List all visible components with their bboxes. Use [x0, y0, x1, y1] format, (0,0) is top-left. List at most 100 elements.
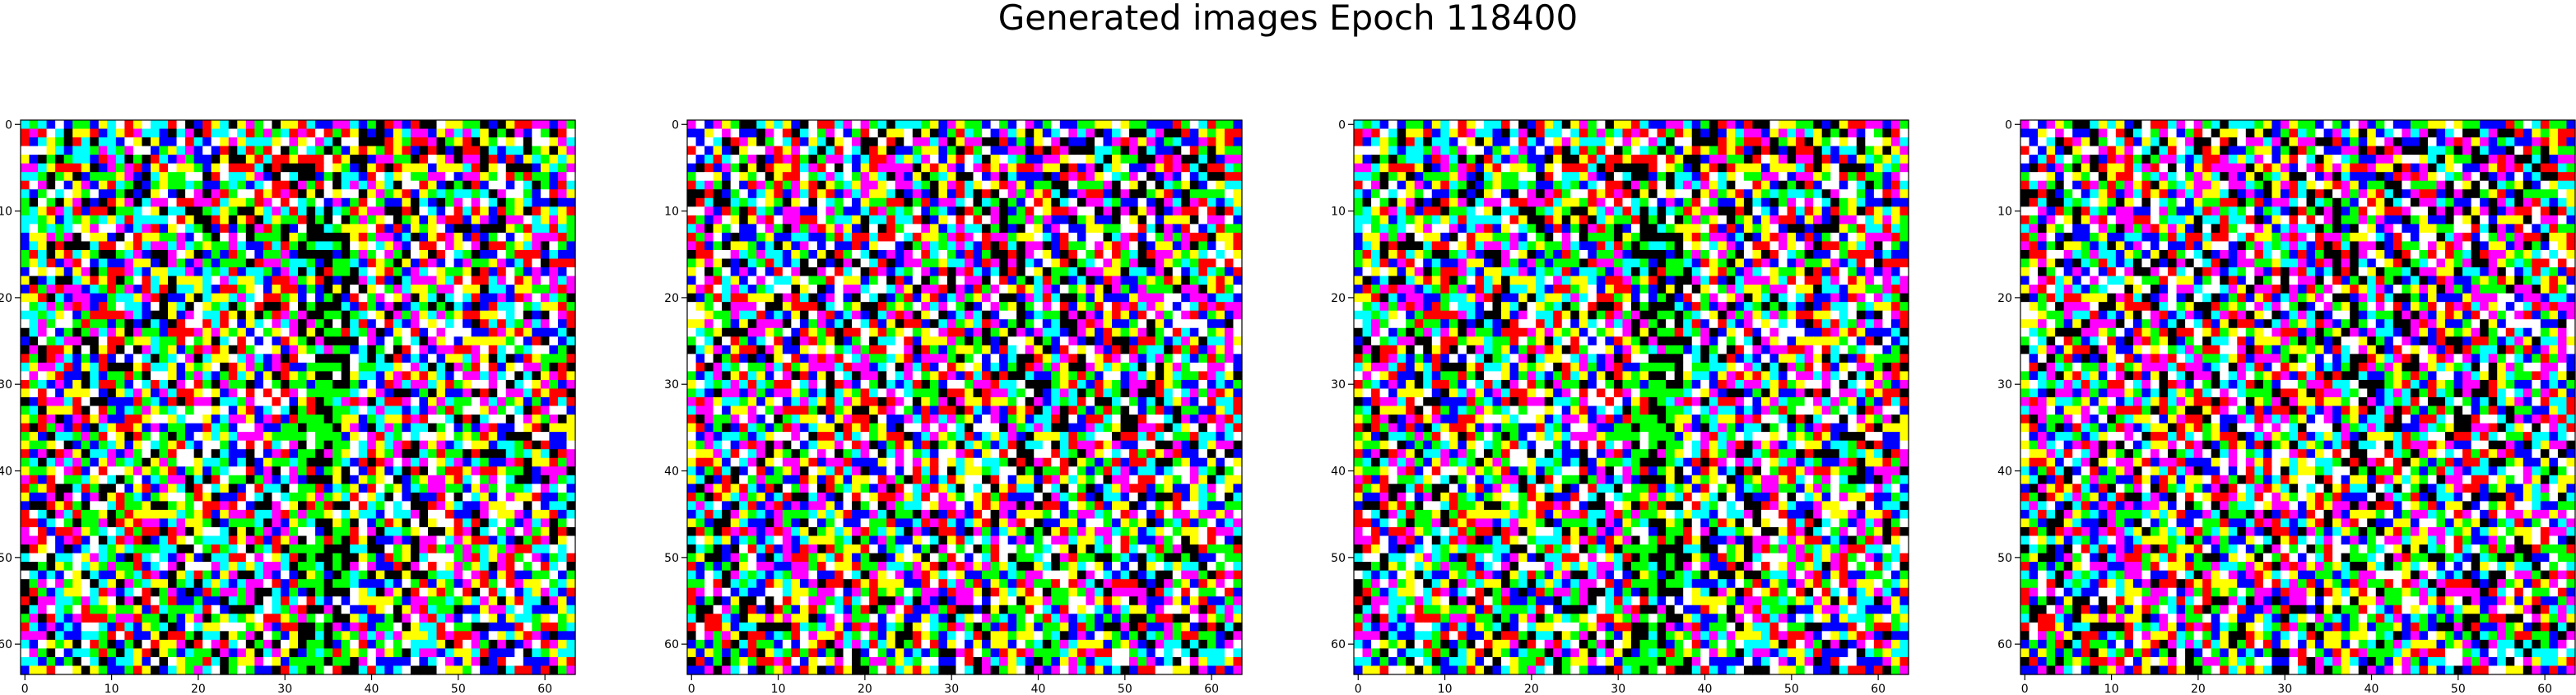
pixel-cell — [367, 206, 377, 216]
pixel-cell — [272, 388, 281, 398]
pixel-cell — [72, 397, 82, 407]
pixel-cell — [245, 622, 255, 632]
pixel-cell — [532, 128, 542, 138]
pixel-cell — [81, 526, 91, 537]
pixel-cell — [159, 562, 169, 572]
pixel-cell — [453, 302, 463, 312]
pixel-cell — [220, 449, 230, 459]
pixel-cell — [211, 354, 221, 364]
pixel-cell — [419, 415, 429, 424]
pixel-cell — [869, 197, 879, 207]
pixel-cell — [375, 206, 385, 216]
pixel-cell — [211, 197, 221, 207]
pixel-cell — [298, 249, 308, 260]
pixel-cell — [298, 665, 308, 675]
pixel-cell — [402, 535, 412, 545]
pixel-cell — [1016, 224, 1026, 234]
pixel-cell — [471, 631, 481, 641]
pixel-cell — [358, 215, 368, 225]
pixel-cell — [159, 526, 169, 537]
pixel-cell — [835, 215, 844, 225]
pixel-cell — [90, 310, 100, 320]
pixel-cell — [532, 648, 542, 658]
pixel-cell — [367, 388, 377, 398]
pixel-cell — [549, 146, 559, 155]
pixel-cell — [463, 440, 472, 450]
pixel-cell — [228, 423, 238, 433]
pixel-cell — [159, 449, 169, 459]
pixel-cell — [107, 336, 117, 346]
pixel-cell — [860, 215, 870, 225]
pixel-cell — [453, 180, 463, 190]
pixel-cell — [436, 285, 446, 294]
pixel-cell — [514, 579, 524, 589]
pixel-cell — [523, 362, 532, 373]
pixel-cell — [471, 656, 481, 667]
pixel-cell — [202, 354, 212, 364]
pixel-cell — [185, 579, 195, 589]
pixel-cell — [124, 302, 134, 312]
pixel-cell — [445, 432, 455, 442]
pixel-cell — [410, 622, 421, 632]
pixel-cell — [557, 544, 568, 554]
pixel-cell — [523, 128, 532, 138]
pixel-cell — [90, 180, 100, 190]
pixel-cell — [419, 120, 429, 130]
pixel-cell — [410, 267, 421, 277]
pixel-cell — [695, 224, 705, 234]
pixel-cell — [375, 232, 385, 243]
pixel-cell — [350, 232, 360, 243]
pixel-cell — [142, 665, 151, 675]
pixel-cell — [298, 128, 308, 138]
pixel-cell — [350, 656, 360, 667]
pixel-cell — [835, 155, 844, 164]
pixel-cell — [1051, 163, 1061, 173]
pixel-cell — [237, 405, 247, 415]
pixel-cell — [350, 562, 360, 572]
pixel-cell — [566, 579, 576, 589]
pixel-cell — [176, 432, 186, 442]
pixel-cell — [480, 570, 490, 580]
pixel-cell — [938, 215, 948, 225]
pixel-cell — [63, 172, 73, 182]
pixel-cell — [72, 310, 82, 320]
pixel-cell — [929, 206, 940, 216]
pixel-cell — [90, 362, 100, 373]
pixel-cell — [557, 415, 568, 424]
pixel-cell — [90, 388, 100, 398]
pixel-cell — [193, 354, 203, 364]
pixel-cell — [341, 327, 351, 337]
pixel-cell — [730, 155, 740, 164]
pixel-cell — [107, 518, 117, 528]
pixel-cell — [38, 285, 48, 294]
pixel-cell — [912, 163, 922, 173]
pixel-cell — [228, 440, 238, 450]
pixel-cell — [549, 518, 559, 528]
pixel-cell — [168, 172, 178, 182]
pixel-cell — [90, 501, 100, 511]
pixel-cell — [921, 232, 931, 243]
pixel-cell — [1233, 206, 1243, 216]
pixel-cell — [410, 319, 421, 329]
pixel-cell — [124, 345, 134, 354]
pixel-cell — [55, 215, 65, 225]
pixel-cell — [514, 405, 524, 415]
pixel-cell — [427, 146, 438, 155]
pixel-cell — [523, 155, 532, 164]
pixel-cell — [115, 120, 125, 130]
pixel-cell — [159, 354, 169, 364]
pixel-cell — [505, 258, 515, 268]
pixel-cell — [445, 172, 455, 182]
pixel-cell — [453, 258, 463, 268]
pixel-cell — [63, 440, 73, 450]
pixel-cell — [445, 509, 455, 520]
pixel-cell — [877, 215, 887, 225]
pixel-cell — [298, 423, 308, 433]
pixel-cell — [159, 285, 169, 294]
pixel-cell — [350, 509, 360, 520]
pixel-cell — [150, 180, 160, 190]
pixel-cell — [704, 137, 714, 147]
pixel-cell — [63, 120, 73, 130]
pixel-cell — [55, 587, 65, 597]
pixel-cell — [193, 405, 203, 415]
